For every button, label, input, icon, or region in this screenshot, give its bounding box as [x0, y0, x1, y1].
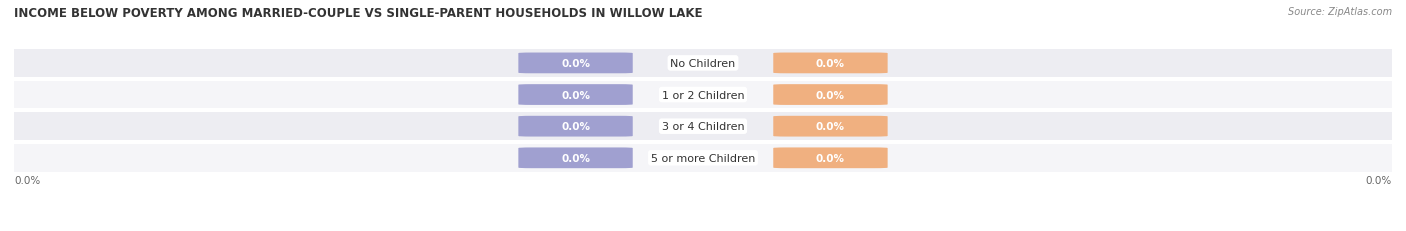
FancyBboxPatch shape [773, 116, 887, 137]
Text: 5 or more Children: 5 or more Children [651, 153, 755, 163]
FancyBboxPatch shape [773, 53, 887, 74]
Text: 0.0%: 0.0% [14, 176, 41, 185]
Text: 1 or 2 Children: 1 or 2 Children [662, 90, 744, 100]
Text: 0.0%: 0.0% [815, 122, 845, 132]
Text: Source: ZipAtlas.com: Source: ZipAtlas.com [1288, 7, 1392, 17]
Text: 0.0%: 0.0% [815, 59, 845, 69]
Text: 0.0%: 0.0% [815, 153, 845, 163]
Text: 0.0%: 0.0% [561, 59, 591, 69]
Bar [14, 144, 1392, 172]
Bar [14, 50, 1392, 77]
Text: 0.0%: 0.0% [561, 153, 591, 163]
Text: 0.0%: 0.0% [561, 90, 591, 100]
Legend: Married Couples, Single Parents: Married Couples, Single Parents [589, 228, 817, 231]
Text: 0.0%: 0.0% [815, 90, 845, 100]
Text: 0.0%: 0.0% [1365, 176, 1392, 185]
Text: 3 or 4 Children: 3 or 4 Children [662, 122, 744, 132]
FancyBboxPatch shape [519, 116, 633, 137]
FancyBboxPatch shape [773, 148, 887, 168]
Bar [14, 81, 1392, 109]
Text: INCOME BELOW POVERTY AMONG MARRIED-COUPLE VS SINGLE-PARENT HOUSEHOLDS IN WILLOW : INCOME BELOW POVERTY AMONG MARRIED-COUPL… [14, 7, 703, 20]
FancyBboxPatch shape [773, 85, 887, 106]
Text: No Children: No Children [671, 59, 735, 69]
FancyBboxPatch shape [519, 53, 633, 74]
FancyBboxPatch shape [519, 85, 633, 106]
Bar [14, 113, 1392, 140]
Text: 0.0%: 0.0% [561, 122, 591, 132]
FancyBboxPatch shape [519, 148, 633, 168]
